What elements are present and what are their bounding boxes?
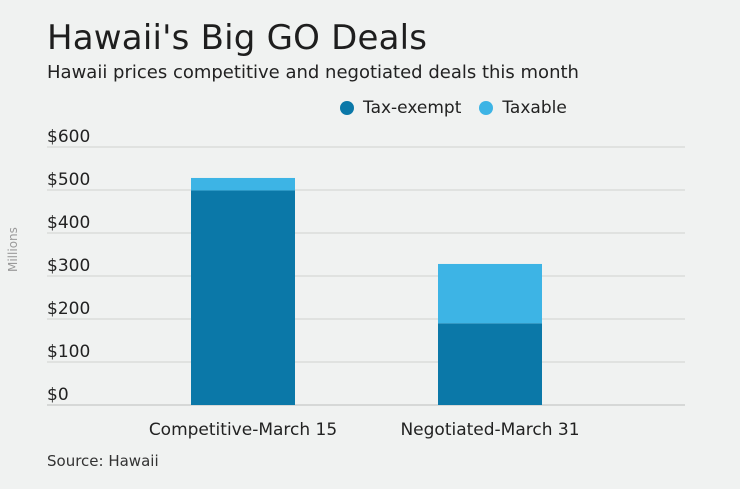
legend-label-taxable: Taxable (502, 98, 567, 118)
legend-item-tax-exempt: Tax-exempt (340, 98, 461, 118)
legend-swatch-taxable (479, 101, 494, 115)
y-tick-label: $400 (47, 213, 90, 233)
bar-segment-tax-exempt (191, 190, 295, 405)
bar-segment-tax-exempt (438, 323, 542, 405)
y-tick-label: $600 (47, 127, 90, 147)
bar-segment-taxable (438, 263, 542, 324)
legend-swatch-tax-exempt (340, 101, 354, 115)
y-tick-label: $200 (47, 299, 90, 319)
chart-title: Hawaii's Big GO Deals (47, 18, 428, 58)
y-tick-label: $500 (47, 170, 90, 190)
chart-subtitle: Hawaii prices competitive and negotiated… (47, 62, 579, 83)
y-tick-label: $100 (47, 342, 90, 362)
y-tick-label: $300 (47, 256, 90, 276)
x-category-label: Competitive-March 15 (149, 420, 337, 440)
y-tick-label: $0 (47, 385, 69, 405)
bar-segment-taxable (191, 177, 295, 191)
x-category-label: Negotiated-March 31 (400, 420, 579, 440)
source-note: Source: Hawaii (47, 452, 159, 470)
legend-item-taxable: Taxable (479, 98, 567, 118)
legend-label-tax-exempt: Tax-exempt (363, 98, 462, 118)
chart-legend: Tax-exempt Taxable (340, 98, 585, 118)
